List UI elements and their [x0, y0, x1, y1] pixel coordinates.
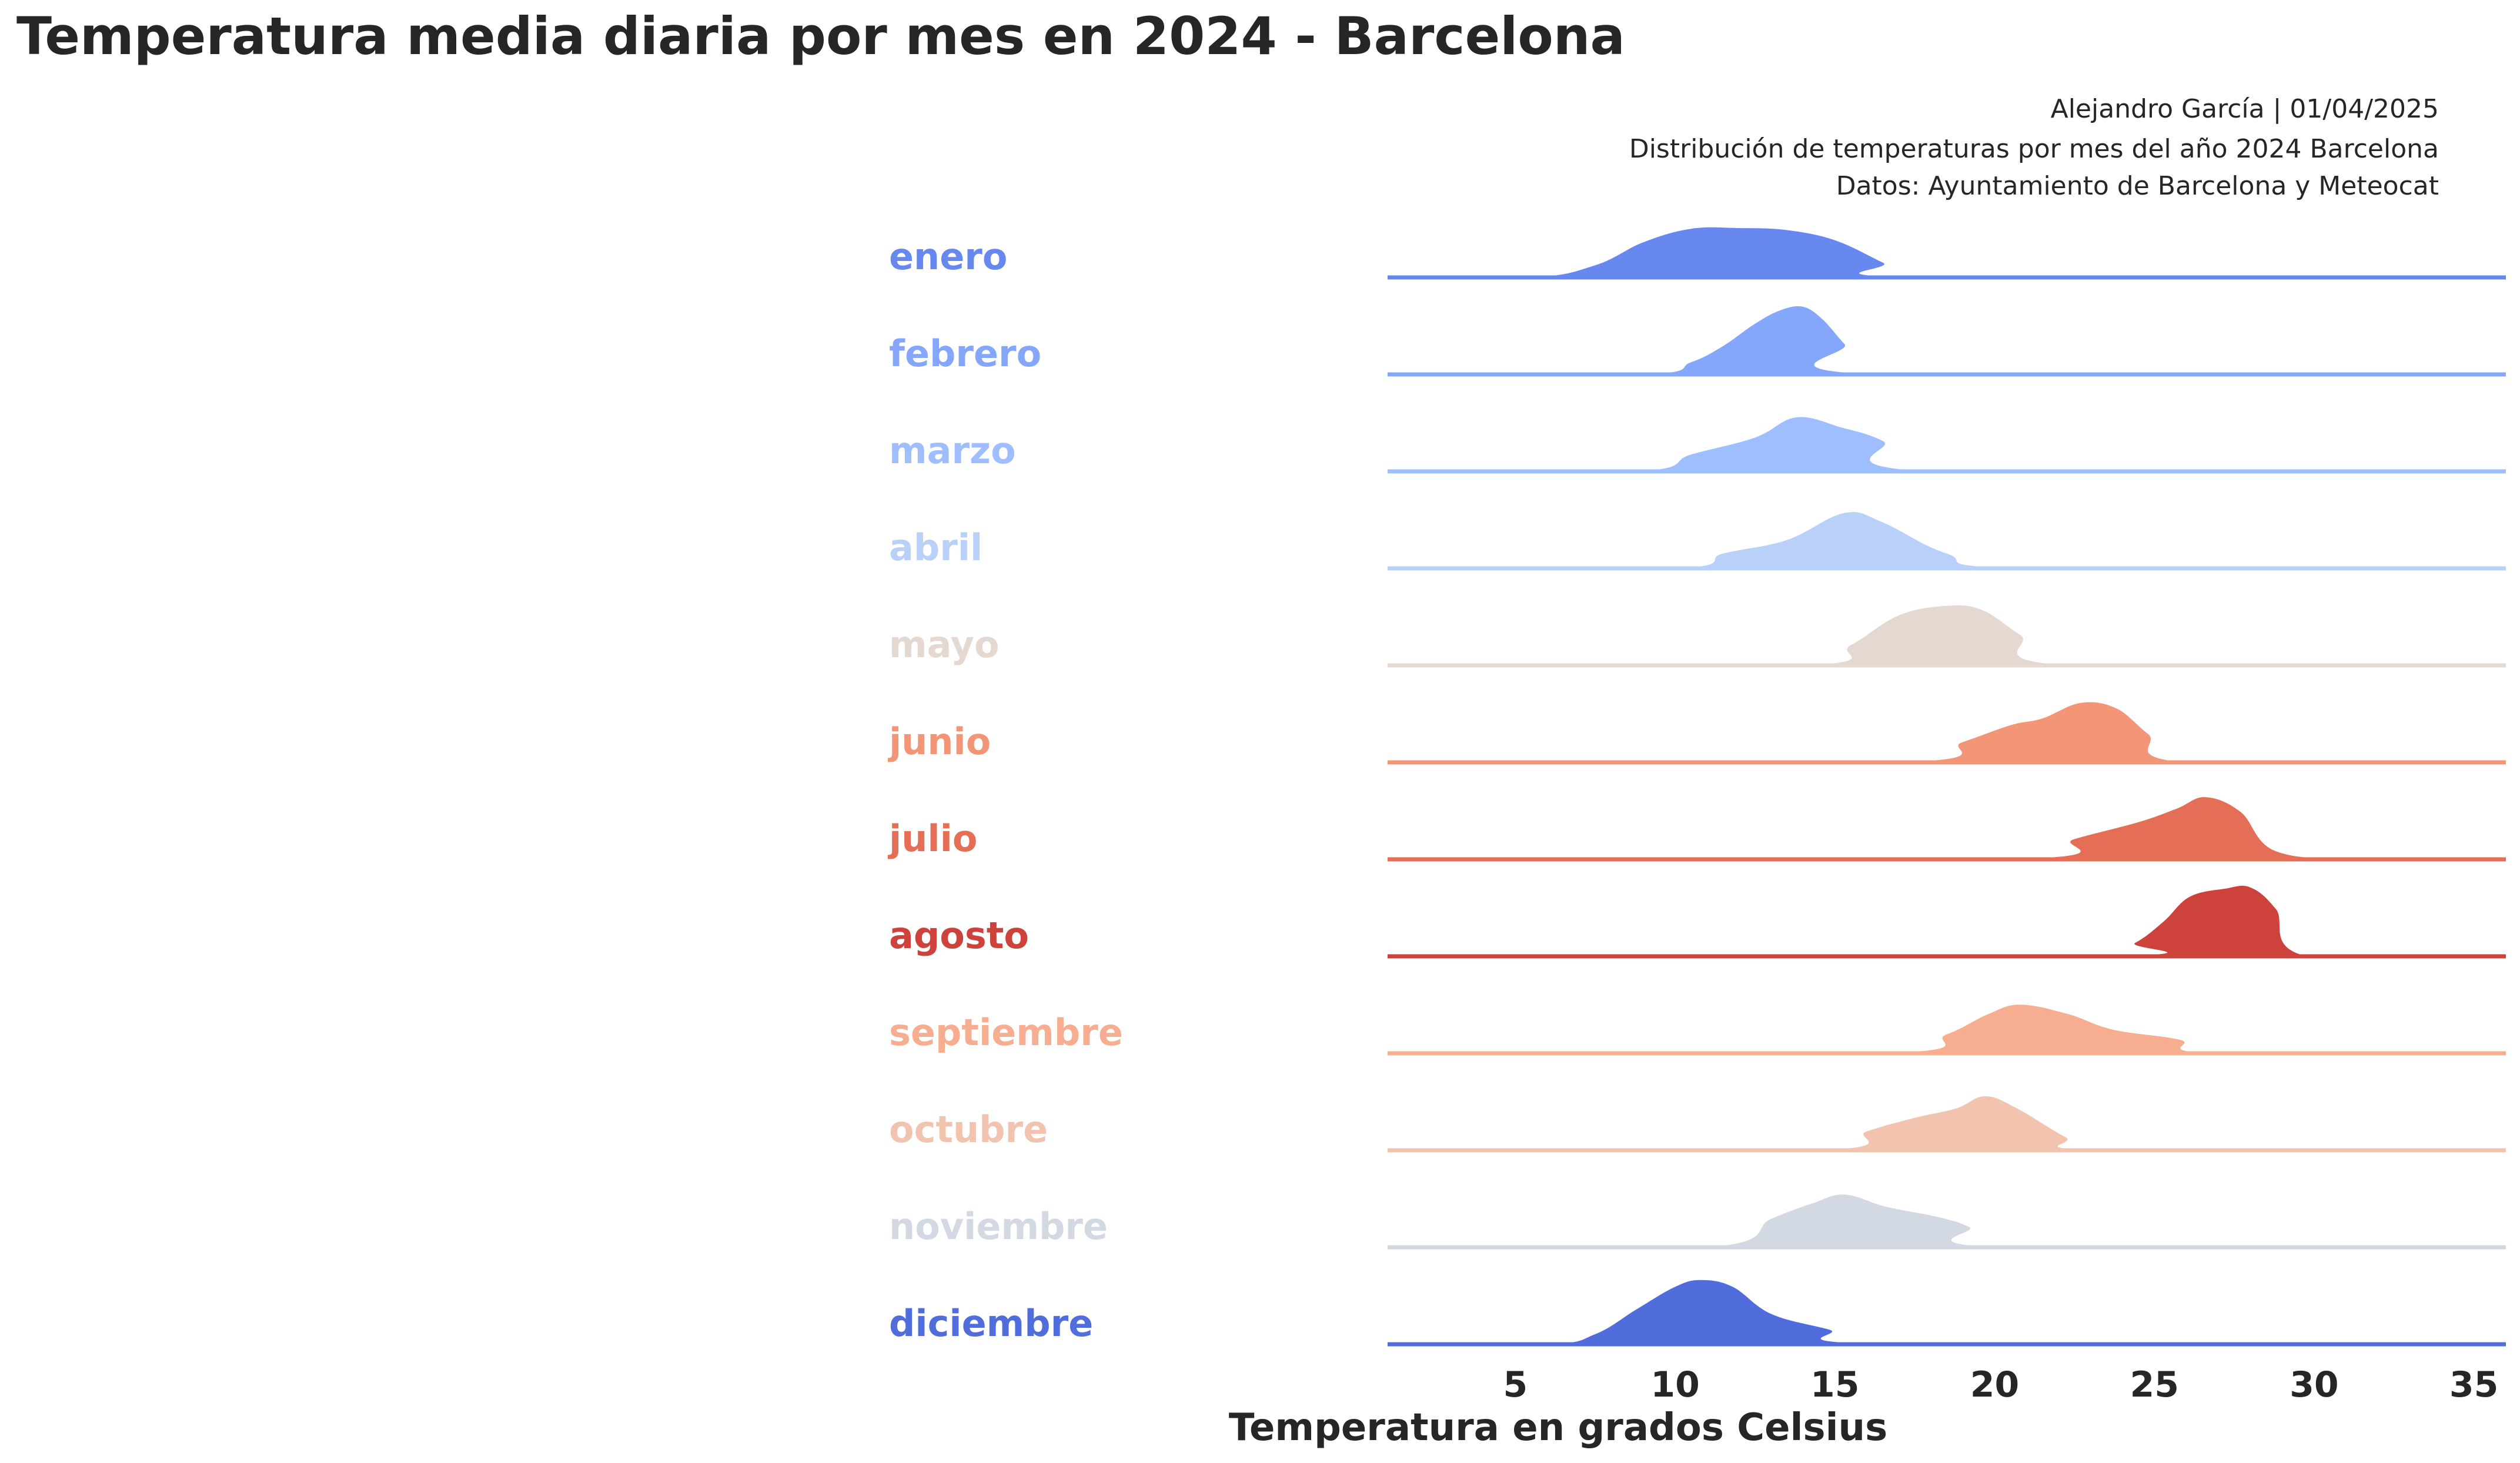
ridge-julio	[1388, 797, 2506, 859]
subtitle-author: Alejandro García | 01/04/2025	[2051, 94, 2439, 124]
month-label-enero: enero	[889, 235, 1007, 278]
subtitle-description: Distribución de temperaturas por mes del…	[1629, 134, 2439, 164]
x-tick-label: 20	[1970, 1364, 2020, 1405]
x-axis-label: Temperatura en grados Celsius	[1229, 1406, 1887, 1449]
month-label-octubre: octubre	[889, 1108, 1048, 1151]
x-tick-label: 5	[1503, 1364, 1528, 1405]
month-label-noviembre: noviembre	[889, 1205, 1108, 1248]
ridge-marzo	[1388, 417, 2506, 471]
ridge-agosto	[1388, 885, 2506, 956]
month-label-septiembre: septiembre	[889, 1011, 1123, 1054]
ridges-group: enero febrero marzo abril mayo junio julio agos…	[887, 227, 2506, 1347]
x-tick-label: 25	[2130, 1364, 2179, 1405]
x-tick-label: 30	[2290, 1364, 2339, 1405]
x-tick-label: 15	[1810, 1364, 1860, 1405]
x-tick-label: 35	[2449, 1364, 2499, 1405]
ridge-octubre	[1388, 1096, 2506, 1150]
chart-title: Temperatura media diaria por mes en 2024…	[16, 6, 1625, 66]
month-label-julio: julio	[887, 817, 978, 860]
ridge-febrero	[1388, 306, 2506, 374]
x-axis-ticks: 5 10 15 20 25 30 35	[1503, 1364, 2498, 1405]
month-label-diciembre: diciembre	[889, 1302, 1093, 1345]
month-label-febrero: febrero	[889, 332, 1041, 375]
ridge-septiembre	[1388, 1005, 2506, 1053]
month-label-marzo: marzo	[889, 429, 1016, 472]
month-label-agosto: agosto	[889, 914, 1029, 957]
ridge-diciembre	[1388, 1280, 2506, 1344]
ridge-mayo	[1388, 605, 2506, 665]
ridge-enero	[1388, 227, 2506, 277]
subtitle-source: Datos: Ayuntamiento de Barcelona y Meteo…	[1836, 171, 2439, 201]
ridge-abril	[1388, 512, 2506, 568]
ridge-junio	[1388, 702, 2506, 762]
month-label-junio: junio	[887, 720, 991, 763]
x-tick-label: 10	[1650, 1364, 1700, 1405]
ridge-noviembre	[1388, 1194, 2506, 1247]
month-label-abril: abril	[889, 526, 982, 569]
month-label-mayo: mayo	[889, 623, 1000, 666]
